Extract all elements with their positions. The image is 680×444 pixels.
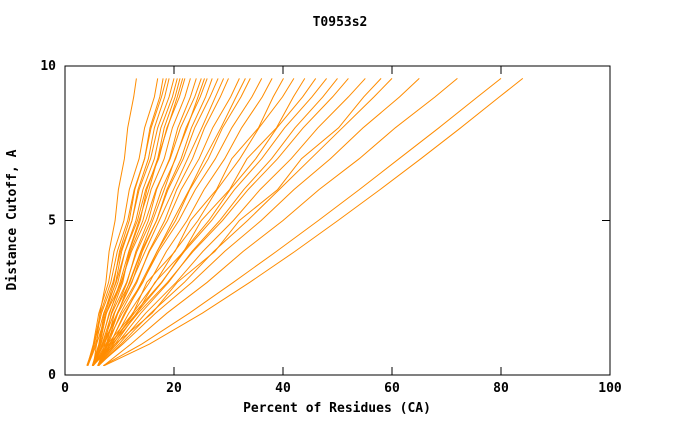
x-tick-label: 0	[61, 381, 69, 396]
x-tick-label: 60	[384, 381, 400, 396]
model-curve	[103, 78, 524, 367]
model-curve	[97, 78, 420, 367]
model-curve	[92, 78, 349, 367]
model-curve	[91, 78, 306, 367]
model-curve	[92, 78, 284, 366]
model-curve	[91, 78, 164, 366]
model-curve	[92, 78, 178, 366]
model-curve	[97, 78, 205, 366]
model-curve	[92, 78, 263, 366]
model-curve	[86, 78, 159, 366]
x-axis-label: Percent of Residues (CA)	[243, 401, 431, 416]
model-curve	[97, 78, 246, 366]
x-tick-label: 20	[166, 381, 182, 396]
model-curve	[97, 78, 366, 367]
y-tick-label: 10	[40, 59, 56, 74]
model-curve	[98, 78, 197, 366]
x-tick-label: 80	[493, 381, 509, 396]
model-curve	[98, 78, 251, 366]
model-curve	[92, 78, 184, 366]
model-curve	[92, 78, 327, 367]
model-curve	[87, 78, 167, 366]
model-curve	[91, 78, 382, 367]
model-curve	[98, 78, 393, 367]
model-curve	[91, 78, 240, 366]
y-tick-label: 5	[48, 214, 56, 229]
x-tick-label: 100	[598, 381, 622, 396]
model-curve	[92, 78, 219, 366]
model-curve	[102, 78, 502, 367]
model-curve	[97, 78, 338, 367]
x-tick-label: 40	[275, 381, 291, 396]
y-tick-label: 0	[48, 368, 56, 383]
model-curves-group	[86, 78, 524, 367]
model-curve	[87, 78, 202, 366]
tick-labels-group: 0 20 40 60 80 100 0 5 10	[40, 59, 622, 396]
model-curve	[97, 78, 273, 366]
axis-ticks-group	[64, 65, 611, 376]
model-curve	[86, 78, 186, 366]
y-axis-label: Distance Cutoff, A	[5, 149, 20, 290]
model-curve	[86, 78, 175, 366]
chart-title: T0953s2	[313, 15, 368, 30]
model-curve	[103, 78, 458, 367]
model-curve	[92, 78, 225, 366]
